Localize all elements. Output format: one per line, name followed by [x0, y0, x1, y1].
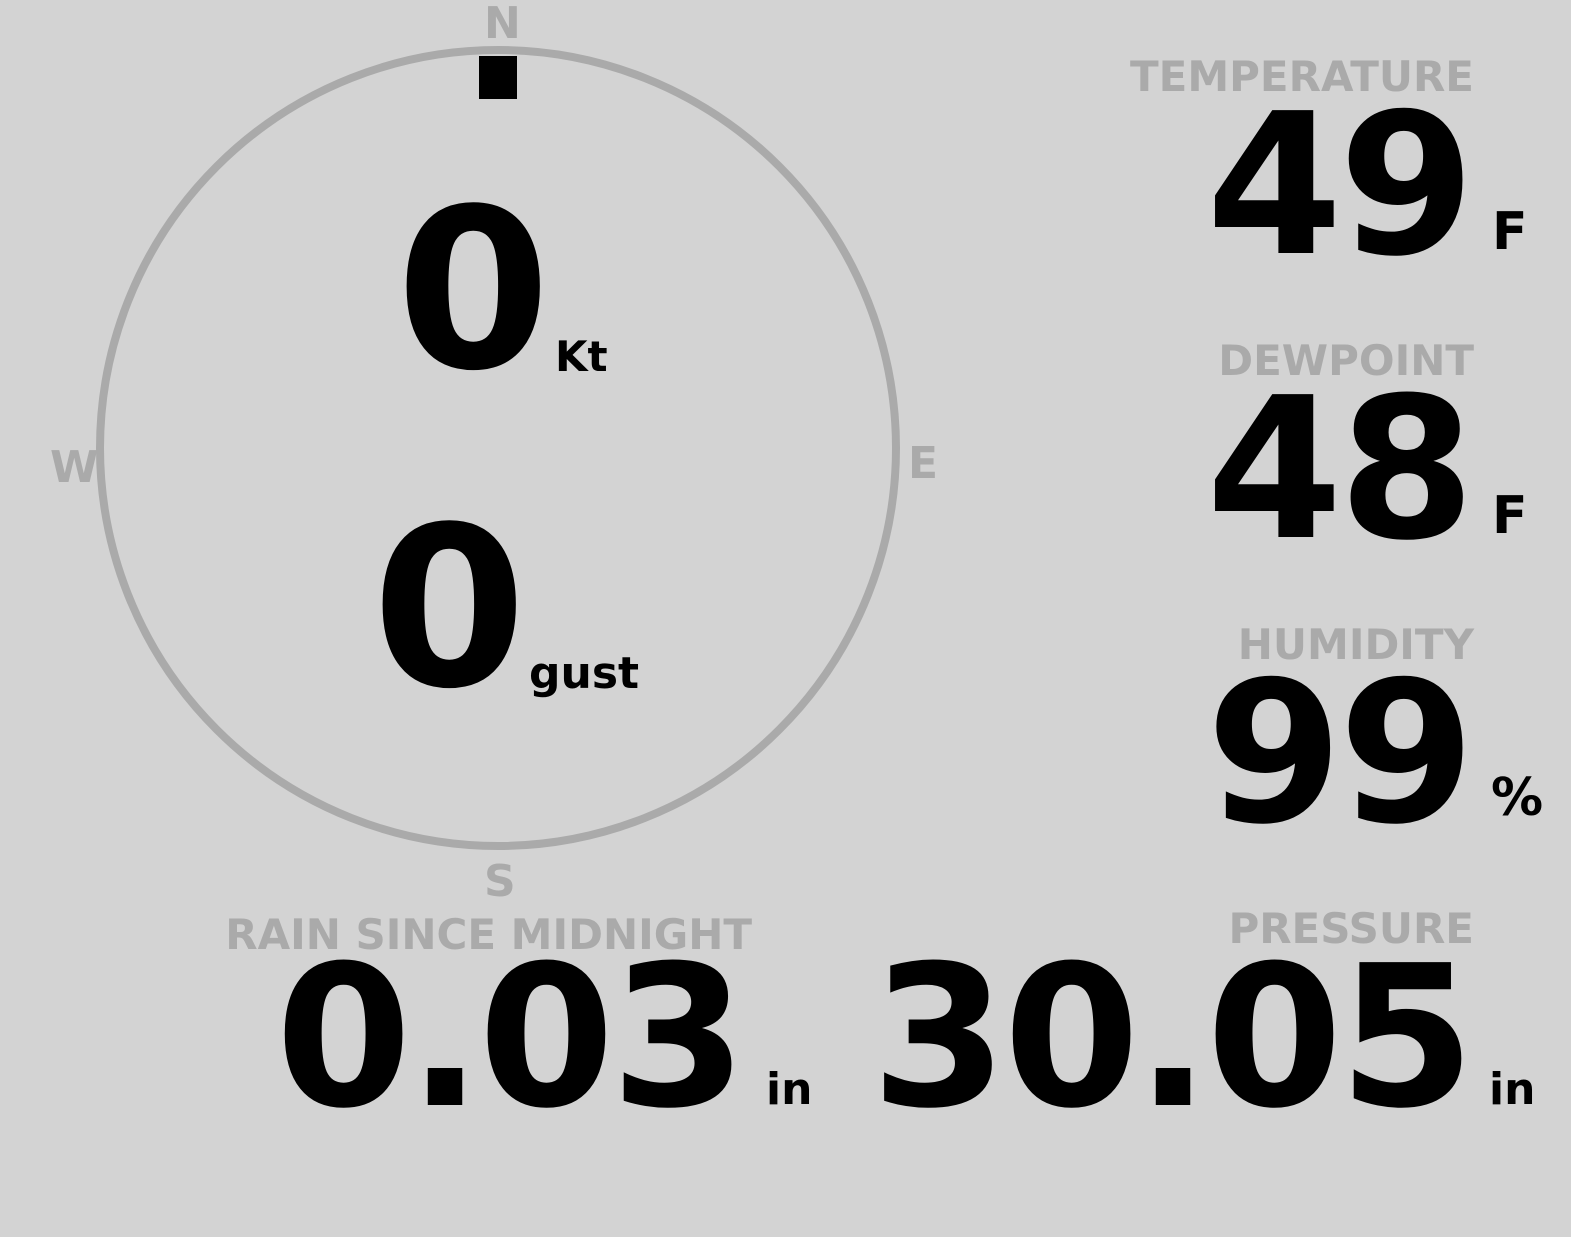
- humidity-label: HUMIDITY: [1237, 620, 1474, 669]
- dewpoint-unit: F: [1492, 486, 1528, 546]
- compass-ring: [96, 46, 900, 850]
- temperature-unit: F: [1492, 202, 1528, 262]
- temperature-value: 49: [1206, 72, 1475, 300]
- pressure-unit: in: [1489, 1064, 1536, 1115]
- wind-compass: [96, 46, 900, 850]
- temperature-label: TEMPERATURE: [1130, 52, 1474, 101]
- wind-gust-unit: gust: [529, 648, 640, 699]
- rain-label: RAIN SINCE MIDNIGHT: [225, 910, 752, 959]
- compass-south-label: S: [484, 856, 516, 907]
- compass-east-label: E: [908, 438, 939, 489]
- pressure-label: PRESSURE: [1228, 904, 1474, 953]
- wind-gust-value: 0: [372, 480, 526, 738]
- pressure-value: 30.05: [871, 924, 1475, 1152]
- dewpoint-label: DEWPOINT: [1218, 336, 1474, 385]
- rain-unit: in: [766, 1064, 813, 1115]
- dewpoint-value: 48: [1206, 356, 1475, 584]
- wind-direction-marker: [479, 56, 517, 99]
- humidity-value: 99: [1206, 640, 1475, 868]
- wind-speed-unit: Kt: [555, 332, 608, 381]
- wind-speed-value: 0: [396, 162, 550, 420]
- rain-value: 0.03: [275, 924, 747, 1152]
- humidity-unit: %: [1491, 768, 1544, 828]
- compass-west-label: W: [50, 442, 99, 493]
- compass-north-label: N: [484, 0, 521, 49]
